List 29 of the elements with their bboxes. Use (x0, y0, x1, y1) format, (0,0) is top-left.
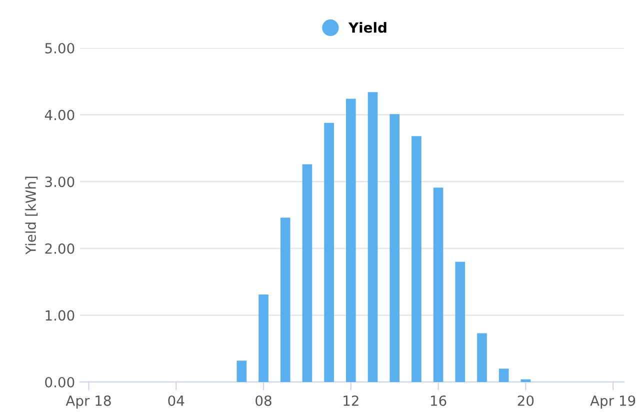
bar (236, 360, 247, 382)
y-tick-label: 2.00 (45, 243, 74, 254)
x-tick-label: 20 (518, 395, 534, 406)
x-tick-label: 16 (430, 395, 446, 406)
y-tick-label: 1.00 (46, 310, 74, 321)
x-tick-label: Apr 19 (590, 395, 636, 409)
bar (455, 262, 466, 382)
bar (280, 218, 290, 382)
bar (324, 122, 334, 382)
bar (258, 294, 268, 382)
legend-label: Yield (348, 22, 386, 33)
bar (433, 188, 444, 382)
bar (477, 333, 487, 382)
y-tick-label: 0.00 (45, 376, 74, 388)
x-tick-label: Apr 18 (66, 395, 111, 409)
x-tick-label: 04 (168, 395, 184, 406)
y-tick-label: 4.00 (44, 110, 74, 120)
bar (390, 114, 400, 382)
bar (412, 136, 422, 382)
y-tick-label: 5.00 (45, 42, 74, 54)
y-axis-title: Yield [kWh] (25, 176, 38, 254)
x-tick-label: 08 (256, 395, 272, 406)
y-tick-label: 3.00 (45, 176, 74, 188)
bar (368, 92, 378, 382)
bar (520, 379, 531, 382)
bar (302, 164, 312, 382)
x-tick-label: 12 (344, 395, 358, 406)
bar (498, 368, 509, 382)
bar (346, 98, 356, 382)
